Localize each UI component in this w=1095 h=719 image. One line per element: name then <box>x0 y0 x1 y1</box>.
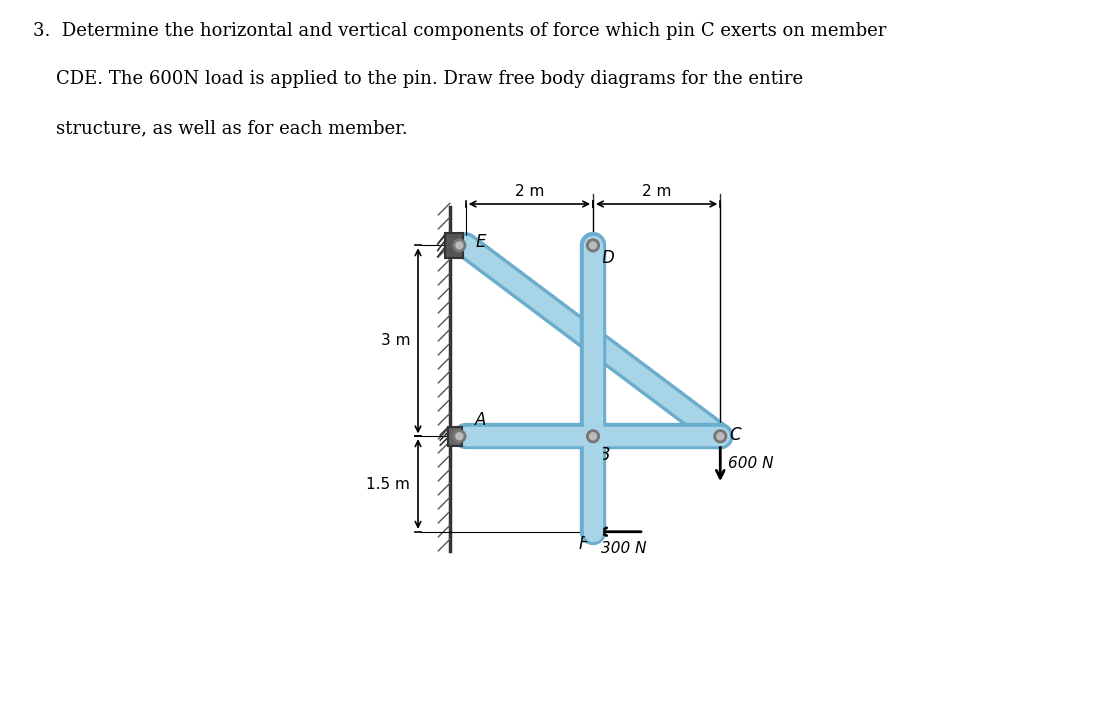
Circle shape <box>714 430 727 443</box>
Circle shape <box>587 430 599 443</box>
Bar <box>448 427 462 446</box>
Text: 1.5 m: 1.5 m <box>367 477 411 492</box>
Text: B: B <box>598 446 610 464</box>
Circle shape <box>589 433 597 440</box>
Text: 3.  Determine the horizontal and vertical components of force which pin C exerts: 3. Determine the horizontal and vertical… <box>33 22 886 40</box>
Circle shape <box>717 433 724 440</box>
Circle shape <box>456 242 463 249</box>
Text: 2 m: 2 m <box>515 184 544 199</box>
Circle shape <box>587 239 599 252</box>
Text: C: C <box>729 426 741 444</box>
Bar <box>446 233 463 258</box>
Text: 3 m: 3 m <box>381 334 411 348</box>
Circle shape <box>453 430 465 443</box>
Text: F: F <box>578 535 588 553</box>
Text: E: E <box>475 233 486 251</box>
Text: structure, as well as for each member.: structure, as well as for each member. <box>33 119 407 137</box>
Text: CDE. The 600N load is applied to the pin. Draw free body diagrams for the entire: CDE. The 600N load is applied to the pin… <box>33 70 803 88</box>
Text: 300 N: 300 N <box>601 541 646 556</box>
Circle shape <box>453 239 465 252</box>
Circle shape <box>589 242 597 249</box>
Text: D: D <box>602 249 614 267</box>
Text: 2 m: 2 m <box>642 184 671 199</box>
Text: 600 N: 600 N <box>728 456 773 470</box>
Text: A: A <box>475 411 486 429</box>
Circle shape <box>456 433 463 440</box>
